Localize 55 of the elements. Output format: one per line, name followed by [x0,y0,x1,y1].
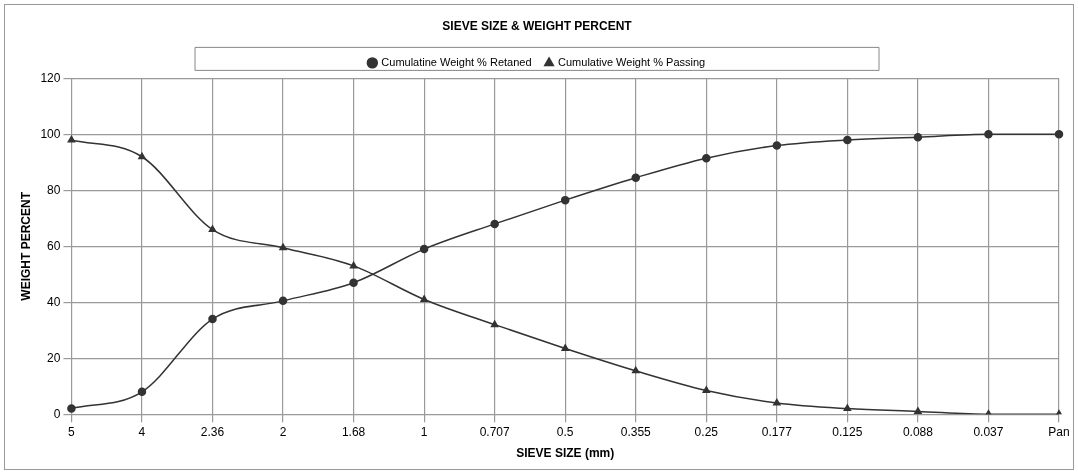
point [984,130,993,139]
x-tick-label: 2 [279,424,287,439]
x-tick-label: 0.355 [620,424,652,439]
point [560,195,570,205]
point [208,314,217,324]
point [1054,130,1064,139]
y-tick-label: 120 [40,70,61,85]
point [419,244,429,254]
x-tick-label: 1.68 [341,424,366,439]
x-tick-label: 1 [420,424,428,439]
x-tick-label: 0.088 [902,424,934,439]
x-tick-label: Pan [1048,424,1070,439]
chart-title: SIEVE SIZE & WEIGHT PERCENT [442,18,633,33]
point [561,344,569,351]
x-tick-label: 2.36 [200,424,225,439]
point [490,219,499,229]
point [843,404,852,412]
y-tick-label: 40 [47,294,61,309]
point [913,132,923,142]
y-tick-label: 0 [53,406,61,421]
point [702,153,711,163]
point [279,243,287,251]
point [772,141,782,150]
point [631,173,640,182]
x-tick-label: 5 [68,424,76,439]
y-axis-title: WEIGHT PERCENT [18,191,33,301]
point [773,398,781,406]
x-tick-label: 0.037 [973,424,1004,439]
point [67,135,76,143]
point [349,261,358,269]
y-tick-label: 100 [40,126,61,141]
point [702,386,711,393]
legend-label: Cumulatine Weight % Retaned [381,55,532,68]
legend-label: Cumulative Weight % Passing [558,55,706,68]
y-tick-label: 80 [47,182,61,197]
point [420,295,428,302]
x-tick-label: 0.177 [761,424,793,439]
point [138,152,146,160]
point [349,278,358,287]
point [631,366,640,374]
point [490,320,499,328]
x-tick-label: 0.707 [479,424,511,439]
y-tick-label: 60 [47,238,61,253]
point [843,135,852,145]
point [67,404,76,413]
x-tick-label: 0.125 [832,424,863,439]
x-tick-label: 0.25 [694,424,719,439]
x-tick-label: 0.5 [556,424,574,439]
point [914,407,922,414]
point [137,387,147,397]
x-axis-title: SIEVE SIZE (mm) [516,446,615,461]
point [278,296,288,306]
point [208,225,217,233]
y-tick-label: 20 [47,350,61,365]
x-tick-label: 4 [138,424,146,439]
